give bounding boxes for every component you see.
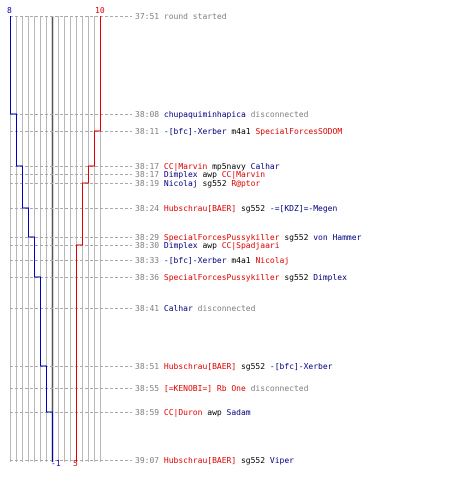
event-time: 38:24 xyxy=(135,204,164,213)
player-blue: Calhar xyxy=(250,162,280,171)
red-end-count: 5 xyxy=(73,459,78,468)
player-blue: von Hammer xyxy=(313,233,362,242)
player-red: SpecialForcesSODOM xyxy=(255,127,343,136)
player-red: Hubschrau[BAER] xyxy=(163,456,237,465)
event-message: round started xyxy=(163,12,227,21)
player-red: Hubschrau[BAER] xyxy=(163,204,237,213)
player-red: Hubschrau[BAER] xyxy=(163,362,237,371)
player-blue: Calhar xyxy=(163,304,193,313)
event-row: 38:55 [=KENOBI=] Rb One disconnected xyxy=(135,384,308,393)
event-row: 38:11 -[bfc]-Xerber m4a1 SpecialForcesSO… xyxy=(135,127,342,136)
event-time: 38:55 xyxy=(135,384,164,393)
event-time: 38:19 xyxy=(135,179,164,188)
event-row: 38:51 Hubschrau[BAER] sg552 -[bfc]-Xerbe… xyxy=(135,362,333,371)
event-row: 38:08 chupaquiminhapica disconnected xyxy=(135,110,308,119)
player-red: CC|Duron xyxy=(163,408,203,417)
player-blue: Dimplex xyxy=(163,170,198,179)
player-blue: Viper xyxy=(269,456,294,465)
red-team-line xyxy=(76,16,101,462)
event-time: 37:51 xyxy=(135,12,164,21)
player-red: SpecialForcesPussykiller xyxy=(163,273,280,282)
event-row: 38:29 SpecialForcesPussykiller sg552 von… xyxy=(135,233,361,242)
event-row: 38:24 Hubschrau[BAER] sg552 -=[KDZ]=-Meg… xyxy=(135,204,337,213)
event-time: 38:17 xyxy=(135,170,164,179)
event-row: 38:59 CC|Duron awp Sadam xyxy=(135,408,251,417)
event-time: 38:11 xyxy=(135,127,164,136)
weapon-name: m4a1 xyxy=(226,127,256,136)
event-row: 38:30 Dimplex awp CC|Spadjaari xyxy=(135,241,280,250)
event-time: 38:30 xyxy=(135,241,164,250)
event-row: 38:17 CC|Marvin mp5navy Calhar xyxy=(135,162,280,171)
weapon-name: sg552 xyxy=(236,456,270,465)
weapon-name: sg552 xyxy=(279,233,314,242)
player-blue: chupaquiminhapica xyxy=(163,110,246,119)
player-red: [=KENOBI=] Rb One xyxy=(163,384,246,393)
event-time: 38:33 xyxy=(135,256,164,265)
event-time: 38:41 xyxy=(135,304,164,313)
player-blue: Dimplex xyxy=(163,241,198,250)
weapon-name: awp xyxy=(197,241,222,250)
event-dashes xyxy=(10,16,132,461)
event-time: 38:51 xyxy=(135,362,164,371)
event-message: disconnected xyxy=(245,110,309,119)
weapon-name: m4a1 xyxy=(226,256,256,265)
weapon-name: awp xyxy=(202,408,227,417)
player-red: CC|Marvin xyxy=(221,170,266,179)
weapon-name: sg552 xyxy=(236,204,270,213)
player-red: CC|Marvin xyxy=(163,162,208,171)
weapon-name: sg552 xyxy=(197,179,232,188)
event-time: 38:17 xyxy=(135,162,164,171)
weapon-name: awp xyxy=(197,170,222,179)
event-time: 38:59 xyxy=(135,408,164,417)
event-row: 38:41 Calhar disconnected xyxy=(135,304,255,313)
player-blue: Nicolaj xyxy=(163,179,198,188)
event-time: 39:07 xyxy=(135,456,164,465)
event-row: 39:07 Hubschrau[BAER] sg552 Viper xyxy=(135,456,294,465)
event-message: disconnected xyxy=(245,384,309,393)
event-message: disconnected xyxy=(192,304,256,313)
event-row: 38:19 Nicolaj sg552 R@ptor xyxy=(135,179,260,188)
blue-team-line xyxy=(10,16,53,462)
weapon-name: mp5navy xyxy=(207,162,251,171)
player-red: CC|Spadjaari xyxy=(221,241,280,250)
event-row: 38:17 Dimplex awp CC|Marvin xyxy=(135,170,265,179)
timeline-grid xyxy=(10,16,101,462)
player-red: R@ptor xyxy=(231,179,261,188)
event-time: 38:29 xyxy=(135,233,164,242)
player-blue: -[bfc]-Xerber xyxy=(269,362,333,371)
event-row: 37:51 round started xyxy=(135,12,227,21)
blue-end-count: -1 xyxy=(51,459,61,468)
red-start-count: 10 xyxy=(95,6,105,15)
player-blue: Sadam xyxy=(226,408,251,417)
player-blue: -[bfc]-Xerber xyxy=(163,256,227,265)
player-red: Nicolaj xyxy=(255,256,290,265)
blue-start-count: 8 xyxy=(7,6,12,15)
event-row: 38:36 SpecialForcesPussykiller sg552 Dim… xyxy=(135,273,347,282)
player-red: SpecialForcesPussykiller xyxy=(163,233,280,242)
weapon-name: sg552 xyxy=(279,273,314,282)
player-blue: Dimplex xyxy=(313,273,347,282)
event-row: 38:33 -[bfc]-Xerber m4a1 Nicolaj xyxy=(135,256,289,265)
weapon-name: sg552 xyxy=(236,362,270,371)
player-blue: -[bfc]-Xerber xyxy=(163,127,227,136)
player-blue: -=[KDZ]=-Megen xyxy=(269,204,338,213)
event-time: 38:36 xyxy=(135,273,164,282)
event-time: 38:08 xyxy=(135,110,164,119)
